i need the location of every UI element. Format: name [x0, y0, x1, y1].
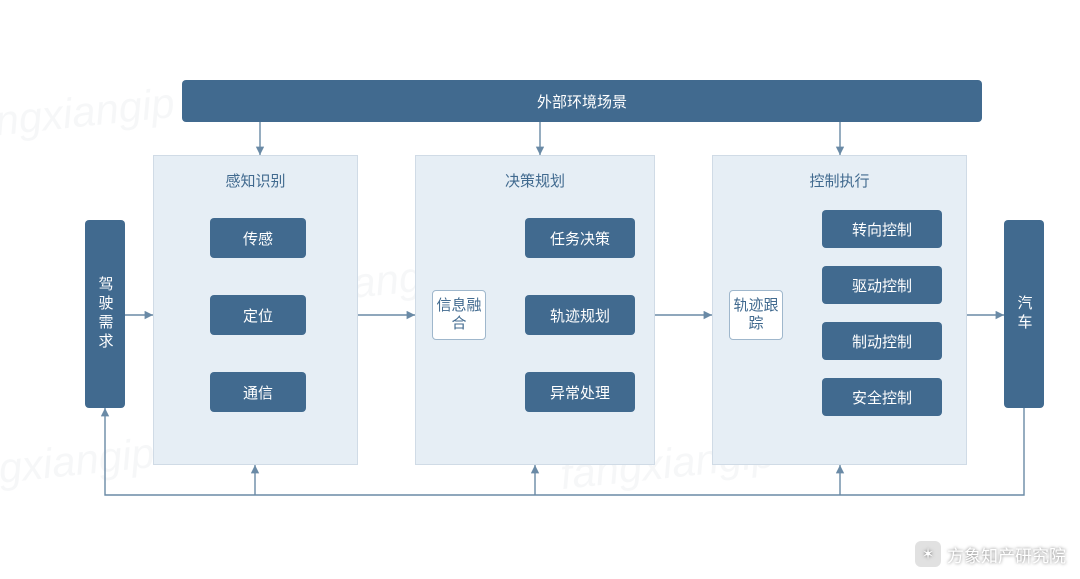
watermark-text: 方象知产研究院	[947, 542, 1066, 567]
node-trajectory-plan: 轨迹规划	[525, 295, 635, 335]
node-brake: 制动控制	[822, 322, 942, 360]
node-label: 安全控制	[852, 387, 912, 408]
node-label: 异常处理	[550, 382, 610, 403]
panel-title: 感知识别	[225, 170, 285, 191]
node-label: 驾驶需求	[95, 276, 116, 352]
node-label: 任务决策	[550, 228, 610, 249]
node-environment: 外部环境场景	[182, 80, 982, 122]
panel-title: 决策规划	[505, 170, 565, 191]
node-sensor: 传感	[210, 218, 306, 258]
node-info-fusion: 信息融合	[432, 290, 486, 340]
node-label: 轨迹跟踪	[730, 297, 782, 333]
node-localization: 定位	[210, 295, 306, 335]
node-exception-handle: 异常处理	[525, 372, 635, 412]
watermark: ✶ 方象知产研究院	[915, 541, 1066, 567]
bg-watermark: fangxiangip	[0, 429, 157, 499]
node-steering: 转向控制	[822, 210, 942, 248]
node-label: 通信	[243, 382, 273, 403]
node-label: 外部环境场景	[537, 91, 627, 112]
node-drive: 驱动控制	[822, 266, 942, 304]
node-safety: 安全控制	[822, 378, 942, 416]
wechat-icon: ✶	[915, 541, 941, 567]
panel-title: 控制执行	[809, 170, 869, 191]
diagram-canvas: fangxiangip fangxiangip fangxiangip fang…	[0, 0, 1080, 579]
node-label: 轨迹规划	[550, 305, 610, 326]
node-label: 制动控制	[852, 331, 912, 352]
node-trajectory-track: 轨迹跟踪	[729, 290, 783, 340]
node-communication: 通信	[210, 372, 306, 412]
node-vehicle: 汽车	[1004, 220, 1044, 408]
node-task-decision: 任务决策	[525, 218, 635, 258]
node-label: 转向控制	[852, 219, 912, 240]
node-label: 定位	[243, 305, 273, 326]
node-label: 传感	[243, 228, 273, 249]
node-label: 驱动控制	[852, 275, 912, 296]
node-driving-demand: 驾驶需求	[85, 220, 125, 408]
bg-watermark: fangxiangip	[0, 79, 177, 149]
node-label: 汽车	[1014, 295, 1035, 333]
node-label: 信息融合	[433, 297, 485, 333]
